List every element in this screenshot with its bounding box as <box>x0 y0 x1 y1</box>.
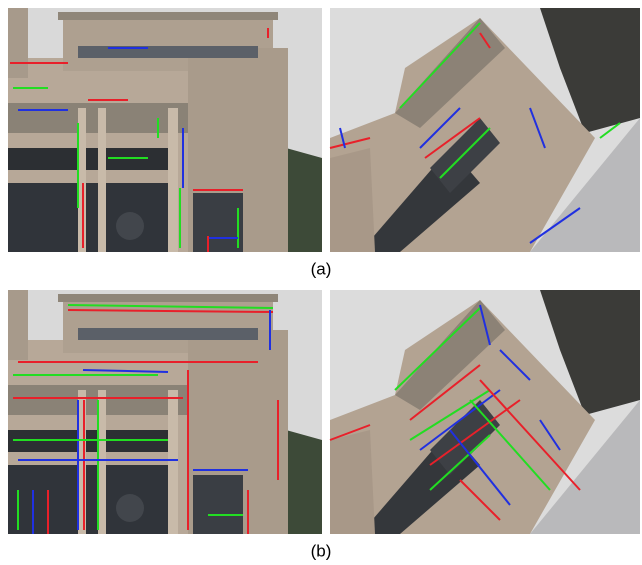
caption: (b) <box>311 541 332 560</box>
image-region <box>8 8 322 252</box>
photo-a-left <box>8 8 322 252</box>
page: (a) (b) (() => { const data = JSON.parse… <box>0 0 642 565</box>
image-region <box>8 290 322 534</box>
photo-b-left <box>8 290 322 534</box>
figure: (a) (b) <box>0 0 642 565</box>
photo-b-right <box>330 290 640 534</box>
image-region <box>330 8 640 252</box>
photo-a-right <box>330 8 640 252</box>
caption: (a) <box>311 259 332 278</box>
